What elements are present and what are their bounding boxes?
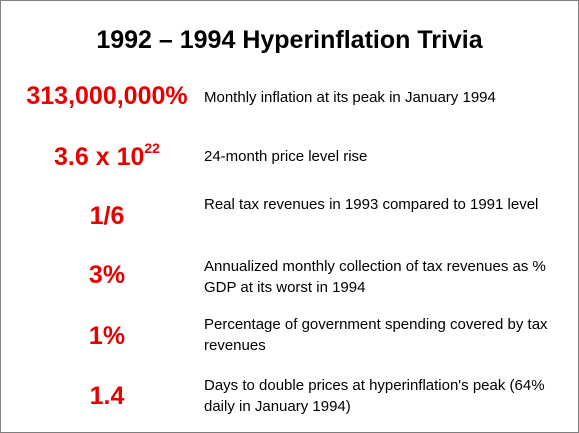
stat-value: 1.4 (89, 382, 125, 410)
stat-exponent: 22 (144, 140, 160, 156)
stat-value: 3.6 x 1022 (1, 140, 213, 172)
stat-description: Percentage of government spending covere… (204, 316, 548, 354)
stat-value: 1% (88, 322, 126, 350)
stat-value: 313,000,000% (26, 82, 188, 110)
stat-description: Monthly inflation at its peak in January… (204, 89, 496, 106)
stat-description: Annualized monthly collection of tax rev… (204, 258, 546, 296)
stat-value: 3% (88, 261, 126, 289)
stat-base: 3.6 x 10 (54, 143, 145, 171)
stat-description: 24-month price level rise (204, 148, 368, 165)
slide-title: 1992 – 1994 Hyperinflation Trivia (96, 26, 483, 54)
stat-description: Days to double prices at hyperinflation'… (204, 377, 545, 415)
stat-description: Real tax revenues in 1993 compared to 19… (204, 196, 539, 213)
stat-value: 1/6 (89, 202, 125, 230)
